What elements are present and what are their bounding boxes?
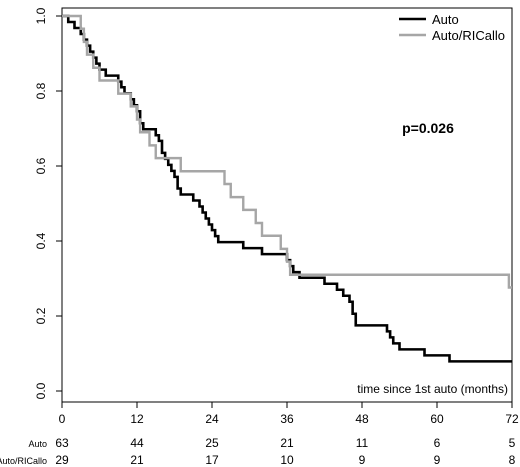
- risk-count: 63: [55, 436, 69, 450]
- risk-count: 5: [509, 436, 516, 450]
- axes: [61, 7, 513, 403]
- risk-count: 8: [509, 453, 516, 467]
- survival-curves: [62, 14, 512, 363]
- tick-labels: 0.0 0.2 0.4 0.6 0.8 1.0 0 12 24 36 48 60 72: [34, 7, 519, 426]
- x-tick-label: 48: [355, 412, 369, 426]
- y-tick-label: 0.6: [34, 157, 48, 174]
- risk-table: Auto 63 44 25 21 11 6 5 Auto/RICallo 29 21 17 10 9 9 8: [0, 436, 516, 467]
- y-tick-label: 0.0: [34, 382, 48, 399]
- x-tick-label: 60: [430, 412, 444, 426]
- x-tick-label: 72: [505, 412, 519, 426]
- risk-count: 25: [205, 436, 219, 450]
- survival-curve-auto: [62, 14, 512, 363]
- p-value-annotation: p=0.026: [402, 120, 454, 136]
- x-tick-label: 24: [205, 412, 219, 426]
- risk-row-label: Auto: [28, 439, 47, 449]
- risk-count: 9: [434, 453, 441, 467]
- risk-count: 11: [356, 436, 369, 450]
- risk-count: 29: [55, 453, 69, 467]
- y-tick-label: 1.0: [34, 7, 48, 24]
- survival-curve-auto-ricallo: [62, 14, 512, 289]
- x-tick-label: 36: [280, 412, 294, 426]
- risk-count: 21: [280, 436, 294, 450]
- risk-row-label: Auto/RICallo: [0, 456, 47, 466]
- risk-count: 21: [130, 453, 144, 467]
- plot-frame: [61, 7, 513, 403]
- legend-label: Auto: [432, 12, 459, 27]
- risk-count: 44: [130, 436, 144, 450]
- x-tick-label: 0: [59, 412, 66, 426]
- y-tick-label: 0.8: [34, 82, 48, 99]
- risk-count: 6: [434, 436, 441, 450]
- risk-count: 17: [205, 453, 219, 467]
- legend-label: Auto/RICallo: [432, 28, 505, 43]
- x-tick-label: 12: [130, 412, 144, 426]
- y-tick-label: 0.2: [34, 307, 48, 324]
- risk-count: 9: [359, 453, 366, 467]
- risk-count: 10: [280, 453, 294, 467]
- x-axis-label: time since 1st auto (months): [357, 382, 508, 396]
- y-tick-label: 0.4: [34, 232, 48, 249]
